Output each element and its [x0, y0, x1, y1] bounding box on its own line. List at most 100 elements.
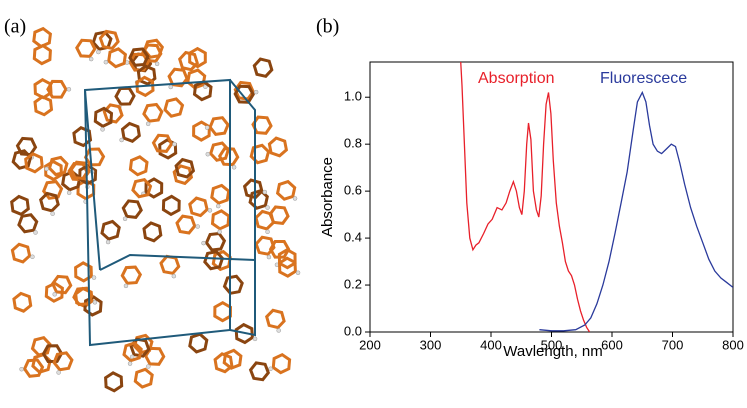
panel-label: (a): [4, 16, 26, 38]
crystal-structure: [12, 29, 300, 391]
hydrogen: [45, 167, 49, 171]
hydrogen: [128, 362, 132, 366]
ring: [77, 40, 95, 56]
ring: [135, 369, 152, 387]
x-tick-label: 700: [662, 337, 684, 352]
hydrogen: [104, 60, 108, 64]
hydrogen: [232, 165, 236, 169]
ring: [50, 157, 67, 174]
ring: [210, 118, 228, 135]
x-tick-label: 500: [541, 337, 563, 352]
hydrogen: [124, 284, 128, 288]
y-tick-label: 0.4: [344, 230, 362, 245]
y-tick-label: 0.6: [344, 183, 362, 198]
hydrogen: [67, 191, 71, 195]
ring: [190, 198, 207, 216]
ring: [267, 310, 284, 327]
plot-frame: [370, 62, 733, 332]
hydrogen: [208, 208, 212, 212]
hydrogen: [169, 85, 173, 89]
figure: (a) (b) Wavlength, nm Absorbance 2003004…: [0, 0, 747, 408]
hydrogen: [93, 300, 97, 304]
y-tick-label: 0.0: [344, 323, 362, 338]
series-label: Fluorescece: [600, 70, 687, 87]
ring: [225, 276, 243, 293]
x-tick-label: 600: [601, 337, 623, 352]
hydrogen: [266, 206, 270, 210]
ring: [144, 223, 161, 241]
ring: [104, 105, 122, 122]
hydrogen: [67, 87, 71, 91]
ring: [123, 201, 141, 218]
hydrogen: [106, 240, 110, 244]
ring: [163, 196, 179, 214]
ring: [144, 105, 162, 122]
ring: [251, 363, 269, 380]
hydrogen: [89, 57, 93, 61]
hydrogen: [155, 62, 159, 66]
hydrogen: [216, 204, 220, 208]
ring: [212, 185, 229, 203]
hydrogen: [146, 364, 150, 368]
ring: [215, 303, 231, 321]
hydrogen: [92, 276, 96, 280]
ring: [41, 193, 59, 210]
panel-label: (b): [316, 16, 339, 38]
ring: [278, 182, 295, 200]
hydrogen: [267, 255, 271, 259]
plot-area: [460, 50, 733, 332]
ring: [122, 267, 140, 283]
hydrogen: [218, 230, 222, 234]
ring: [177, 216, 195, 233]
hydrogen: [120, 138, 124, 142]
hydrogen: [277, 328, 281, 332]
ring: [273, 355, 289, 373]
hydrogen: [196, 225, 200, 229]
hydrogen: [206, 152, 210, 156]
ring: [130, 157, 147, 175]
hydrogen: [263, 190, 267, 194]
ring: [12, 244, 29, 262]
ring: [34, 46, 50, 64]
ring: [190, 334, 207, 352]
hydrogen: [96, 50, 100, 54]
x-tick-label: 200: [359, 337, 381, 352]
ring: [165, 99, 183, 116]
hydrogen: [172, 142, 176, 146]
ring: [116, 88, 134, 104]
series-line: [460, 50, 589, 332]
hydrogen: [202, 241, 206, 245]
series-label: Absorption: [478, 70, 555, 87]
ring: [19, 215, 37, 232]
ring: [269, 138, 286, 156]
hydrogen: [253, 337, 257, 341]
y-tick-label: 0.2: [344, 276, 362, 291]
hydrogen: [57, 370, 61, 374]
series-line: [539, 93, 733, 331]
ring: [213, 211, 229, 229]
y-tick-label: 0.8: [344, 136, 362, 151]
ring: [106, 373, 122, 391]
hydrogen: [53, 292, 57, 296]
ring: [102, 222, 119, 240]
x-tick-label: 800: [722, 337, 744, 352]
hydrogen: [146, 122, 150, 126]
hydrogen: [30, 255, 34, 259]
ring: [251, 145, 268, 162]
hydrogen: [33, 230, 37, 234]
hydrogen: [296, 271, 300, 275]
ring: [109, 49, 126, 67]
ring: [34, 29, 51, 47]
hydrogen: [205, 126, 209, 130]
ring: [35, 97, 52, 115]
x-tick-label: 400: [480, 337, 502, 352]
y-tick-label: 1.0: [344, 89, 362, 104]
hydrogen: [269, 367, 273, 371]
hydrogen: [293, 196, 297, 200]
hydrogen: [20, 367, 24, 371]
ring: [207, 234, 225, 251]
hydrogen: [51, 212, 55, 216]
ring: [14, 293, 31, 311]
hydrogen: [254, 90, 258, 94]
hydrogen: [172, 274, 176, 278]
